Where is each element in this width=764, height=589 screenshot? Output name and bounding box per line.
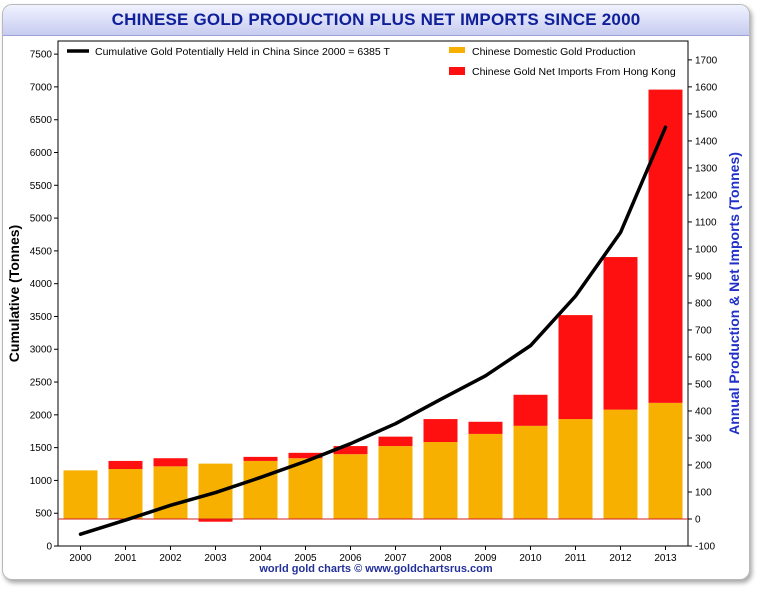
bar-production	[648, 402, 683, 519]
right-tick-label: 1700	[695, 55, 718, 66]
bar-imports	[333, 446, 368, 455]
legend-swatch-imports	[449, 67, 465, 75]
left-tick-label: 2500	[30, 378, 53, 389]
x-tick-label: 2002	[159, 553, 182, 564]
bar-production	[153, 466, 188, 519]
right-tick-label: 0	[695, 514, 701, 525]
right-tick-label: 400	[695, 406, 712, 417]
x-tick-label: 2005	[294, 553, 317, 564]
bar-imports	[423, 419, 458, 443]
left-tick-label: 4000	[30, 279, 53, 290]
cumulative-line	[78, 125, 668, 536]
right-tick-label: 600	[695, 352, 712, 363]
x-tick-label: 2001	[114, 553, 137, 564]
bar-imports	[468, 421, 503, 434]
x-tick-label: 2000	[69, 553, 92, 564]
left-tick-label: 7000	[30, 82, 53, 93]
right-tick-label: 500	[695, 379, 712, 390]
bar-production	[423, 442, 458, 519]
bar-imports	[513, 394, 548, 426]
bar-production	[63, 470, 98, 519]
bar-production	[558, 419, 593, 519]
bar-production	[288, 458, 323, 519]
chart-footer: world gold charts © www.goldchartsrus.co…	[259, 563, 493, 575]
x-tick-label: 2008	[429, 553, 452, 564]
chart-title: CHINESE GOLD PRODUCTION PLUS NET IMPORTS…	[3, 5, 749, 36]
bar-imports	[378, 436, 413, 447]
left-tick-label: 4500	[30, 246, 53, 257]
x-tick-label: 2013	[654, 553, 677, 564]
x-tick-label: 2007	[384, 553, 407, 564]
right-tick-label: 1100	[695, 217, 717, 228]
left-tick-label: 6000	[30, 148, 53, 159]
legend-label-imports: Chinese Gold Net Imports From Hong Kong	[472, 66, 676, 78]
left-tick-label: 1500	[30, 443, 53, 454]
left-axis-title: Cumulative (Tonnes)	[6, 225, 22, 362]
right-tick-label: 700	[695, 325, 712, 336]
bar-imports	[558, 315, 593, 420]
x-tick-label: 2012	[609, 553, 632, 564]
bar-production	[603, 409, 638, 519]
x-tick-label: 2006	[339, 553, 362, 564]
bar-imports	[648, 89, 683, 403]
right-tick-label: 1200	[695, 190, 718, 201]
bar-production	[513, 425, 548, 519]
plot-area	[57, 40, 689, 547]
left-tick-label: 2000	[30, 410, 53, 421]
bar-imports	[198, 518, 233, 522]
right-tick-label: 300	[695, 433, 712, 444]
x-tick-label: 2003	[204, 553, 227, 564]
bar-production	[243, 460, 278, 519]
bar-imports	[603, 257, 638, 410]
left-tick-label: 7500	[30, 50, 53, 61]
bar-production	[333, 454, 368, 519]
x-tick-label: 2004	[249, 553, 272, 564]
right-tick-label: 800	[695, 298, 712, 309]
right-tick-label: 1600	[695, 82, 718, 93]
left-tick-label: 6500	[30, 115, 53, 126]
left-tick-label: 3500	[30, 312, 53, 323]
right-tick-label: 1000	[695, 244, 718, 255]
bar-production	[378, 446, 413, 519]
left-tick-label: 5500	[30, 181, 53, 192]
left-tick-label: 0	[46, 542, 52, 553]
x-tick-label: 2009	[474, 553, 497, 564]
left-tick-label: 3000	[30, 345, 53, 356]
chart-canvas: 0500100015002000250030003500400045005000…	[6, 40, 742, 564]
chart-frame: CHINESE GOLD PRODUCTION PLUS NET IMPORTS…	[2, 4, 750, 580]
legend-swatch-production	[449, 47, 465, 53]
x-tick-label: 2011	[565, 553, 587, 564]
right-tick-label: -100	[695, 542, 715, 553]
right-tick-label: 1400	[695, 136, 718, 147]
bar-imports	[243, 456, 278, 461]
right-tick-label: 100	[695, 487, 712, 498]
right-axis-title: Annual Production & Net Imports (Tonnes)	[726, 152, 742, 435]
right-tick-label: 200	[695, 460, 712, 471]
left-tick-label: 500	[35, 509, 52, 520]
left-tick-label: 1000	[30, 476, 53, 487]
right-tick-label: 1300	[695, 163, 718, 174]
bar-imports	[288, 452, 323, 459]
legend-label-production: Chinese Domestic Gold Production	[472, 46, 636, 58]
bar-production	[108, 469, 143, 519]
left-tick-label: 5000	[30, 214, 53, 225]
legend-label-cumulative: Cumulative Gold Potentially Held in Chin…	[95, 46, 390, 58]
bar-production	[468, 433, 503, 519]
bar-imports	[108, 460, 143, 470]
bar-imports	[153, 458, 188, 467]
right-tick-label: 1500	[695, 109, 718, 120]
right-tick-label: 900	[695, 271, 712, 282]
x-tick-label: 2010	[519, 553, 542, 564]
